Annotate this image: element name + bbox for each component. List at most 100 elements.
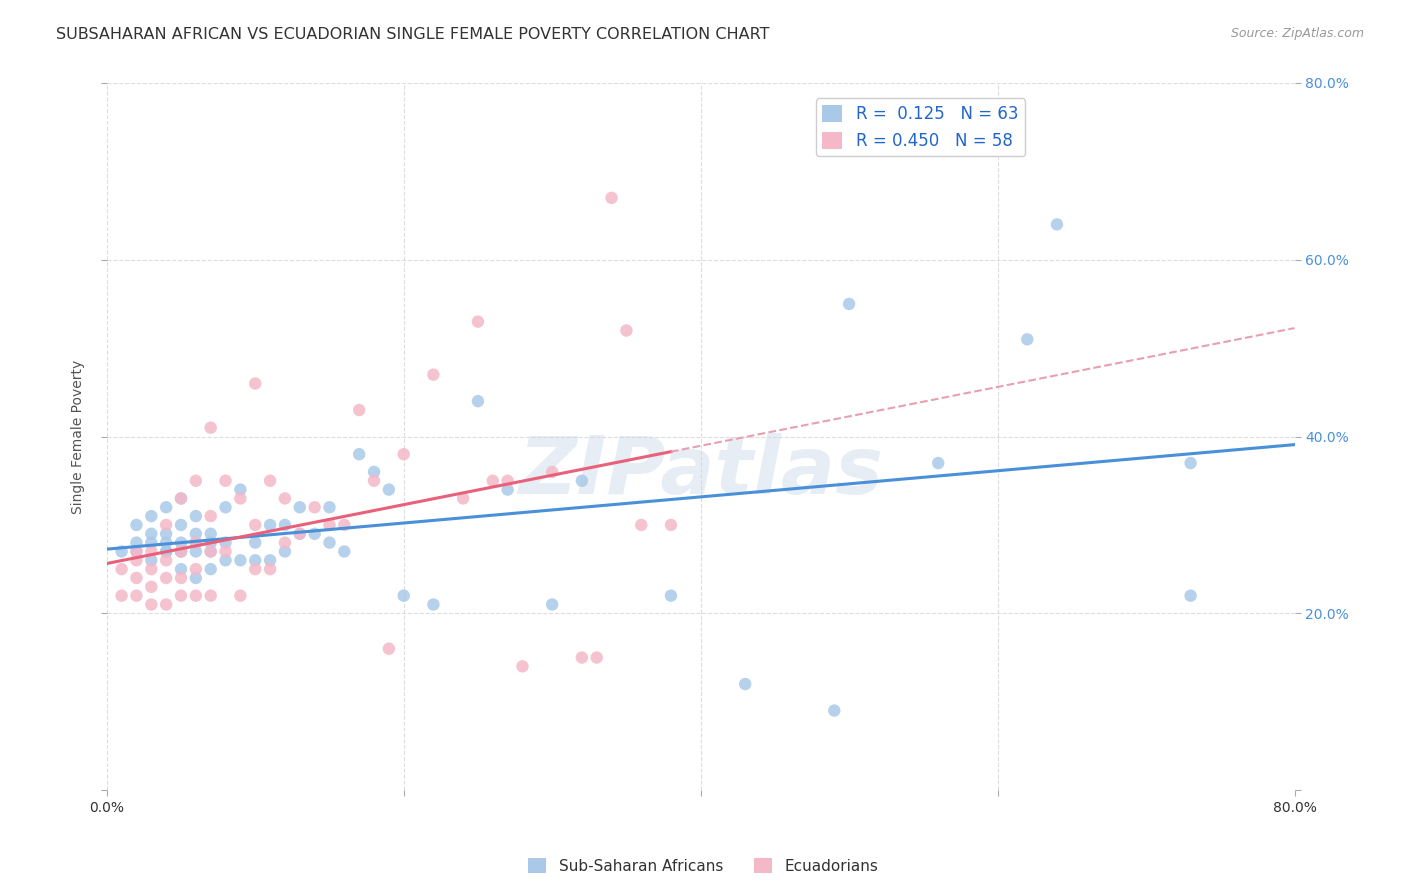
Point [184,535,207,549]
Point [541,598,564,612]
Point [200,544,222,558]
Point [125,553,148,567]
Point [184,544,207,558]
Point [229,491,252,506]
Point [823,704,845,718]
Point [155,526,177,541]
Point [155,553,177,567]
Text: Source: ZipAtlas.com: Source: ZipAtlas.com [1230,27,1364,40]
Point [347,403,370,417]
Point [245,562,267,576]
Point [110,562,132,576]
Point [467,315,489,329]
Point [170,571,193,585]
Point [184,571,207,585]
Point [200,509,222,524]
Point [659,589,682,603]
Point [200,526,222,541]
Point [214,535,236,549]
Point [184,535,207,549]
Point [333,518,356,533]
Point [184,474,207,488]
Point [304,526,326,541]
Point [304,500,326,515]
Point [200,420,222,434]
Point [141,562,163,576]
Point [496,483,519,497]
Point [422,598,444,612]
Point [512,659,534,673]
Point [170,544,193,558]
Point [318,535,340,549]
Point [422,368,444,382]
Point [170,491,193,506]
Point [184,509,207,524]
Text: ZIPatlas: ZIPatlas [519,433,883,511]
Point [141,580,163,594]
Point [200,562,222,576]
Point [630,518,652,533]
Point [184,589,207,603]
Point [1046,218,1069,232]
Point [214,500,236,515]
Point [170,562,193,576]
Point [125,589,148,603]
Point [274,535,297,549]
Point [170,491,193,506]
Point [155,598,177,612]
Point [585,650,607,665]
Point [259,562,281,576]
Point [1180,456,1202,470]
Point [200,544,222,558]
Point [288,526,311,541]
Point [318,518,340,533]
Point [259,518,281,533]
Point [734,677,756,691]
Point [229,553,252,567]
Legend: Sub-Saharan Africans, Ecuadorians: Sub-Saharan Africans, Ecuadorians [522,852,884,880]
Point [496,474,519,488]
Point [245,553,267,567]
Point [259,553,281,567]
Point [170,589,193,603]
Point [541,465,564,479]
Point [170,544,193,558]
Point [1017,332,1039,346]
Point [600,191,623,205]
Point [155,518,177,533]
Point [378,483,401,497]
Point [155,535,177,549]
Point [927,456,949,470]
Point [245,376,267,391]
Point [363,474,385,488]
Point [155,544,177,558]
Point [200,589,222,603]
Legend: R =  0.125   N = 63, R = 0.450   N = 58: R = 0.125 N = 63, R = 0.450 N = 58 [815,98,1025,156]
Point [155,571,177,585]
Point [229,483,252,497]
Point [378,641,401,656]
Point [125,518,148,533]
Point [392,447,415,461]
Point [170,518,193,533]
Point [141,598,163,612]
Point [184,526,207,541]
Point [214,553,236,567]
Point [259,474,281,488]
Point [110,544,132,558]
Point [616,323,638,337]
Point [200,535,222,549]
Point [245,518,267,533]
Point [141,553,163,567]
Point [125,535,148,549]
Point [274,544,297,558]
Point [347,447,370,461]
Point [481,474,503,488]
Y-axis label: Single Female Poverty: Single Female Poverty [72,359,86,514]
Point [274,491,297,506]
Point [1180,589,1202,603]
Point [274,518,297,533]
Text: SUBSAHARAN AFRICAN VS ECUADORIAN SINGLE FEMALE POVERTY CORRELATION CHART: SUBSAHARAN AFRICAN VS ECUADORIAN SINGLE … [56,27,769,42]
Point [838,297,860,311]
Point [125,544,148,558]
